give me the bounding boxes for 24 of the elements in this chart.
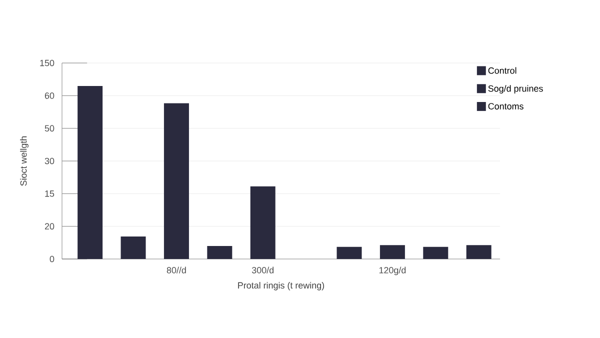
text: 50 xyxy=(44,125,54,132)
legend-label: Contoms xyxy=(488,103,524,110)
bar xyxy=(120,236,146,259)
bar xyxy=(78,86,103,259)
text: 150 xyxy=(40,60,54,66)
bar xyxy=(466,245,492,259)
y-axis-title: Sioct wellgth xyxy=(20,136,28,186)
bar xyxy=(423,246,448,259)
bar xyxy=(250,186,276,259)
text: 30 xyxy=(44,158,54,164)
x-tick-label: 80//d xyxy=(166,266,186,274)
x-tick-label: 300/d xyxy=(252,266,274,274)
bar xyxy=(380,245,405,259)
bar xyxy=(164,103,189,259)
legend-label: Control xyxy=(488,67,516,74)
x-tick-label: 120g/d xyxy=(379,266,406,276)
x-axis-title: Protal ringis (t rewing) xyxy=(238,282,324,290)
text: 0 xyxy=(50,256,54,262)
text: 60 xyxy=(44,92,54,99)
text: 15 xyxy=(45,190,54,197)
text: 20 xyxy=(44,223,54,230)
bar xyxy=(207,246,232,259)
legend-label: Sog/d pruines xyxy=(488,85,543,94)
bar xyxy=(336,246,362,259)
